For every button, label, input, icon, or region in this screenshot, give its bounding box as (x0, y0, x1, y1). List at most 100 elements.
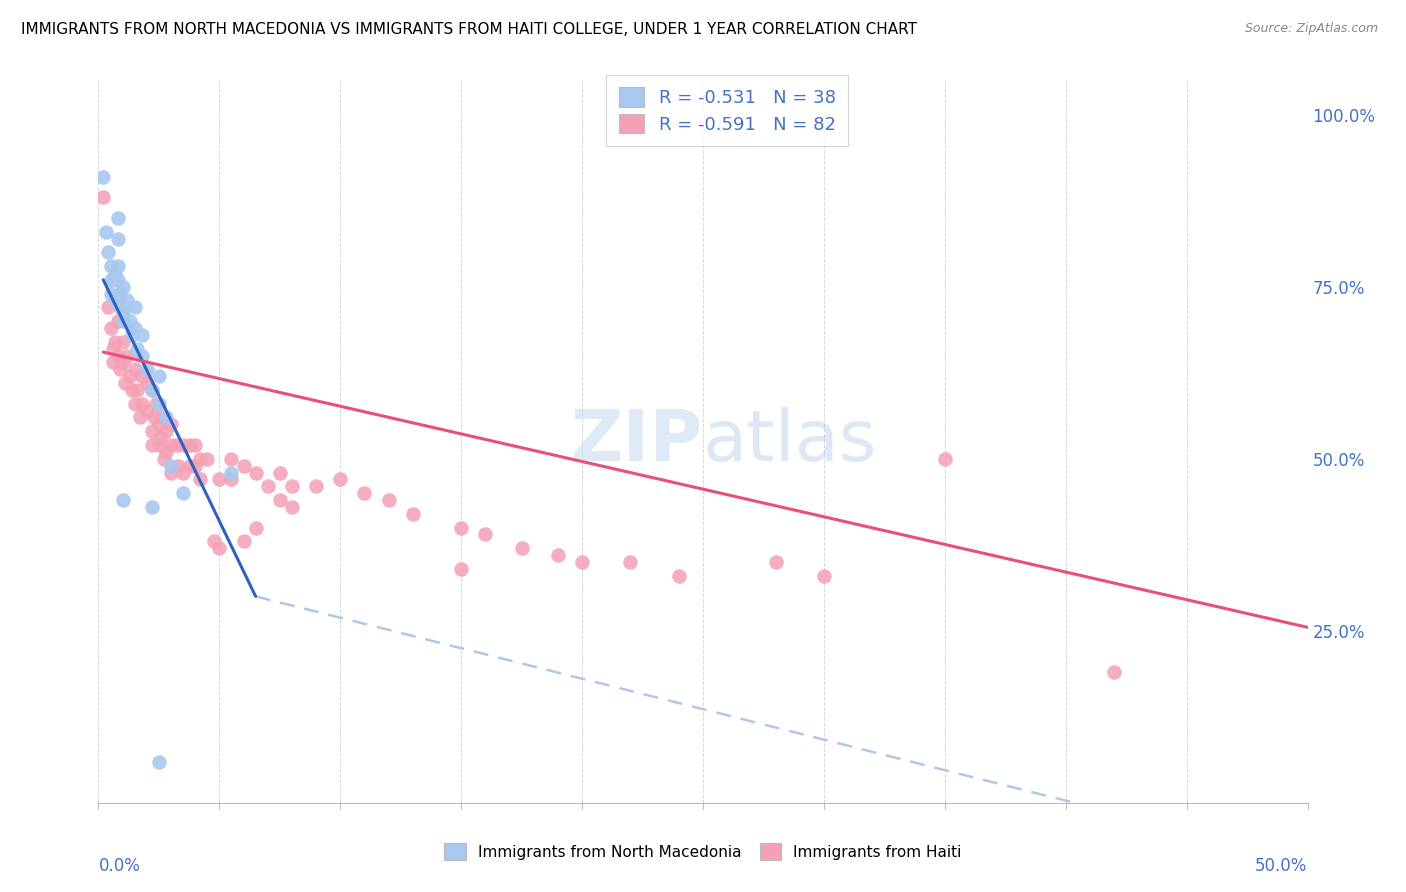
Point (127, 383, 149, 397)
Point (108, 362, 131, 376)
Point (107, 314, 129, 328)
Point (148, 369, 170, 384)
Point (172, 486, 194, 500)
Point (135, 362, 157, 376)
Point (188, 451, 211, 466)
Point (145, 397, 167, 411)
Point (94, 225, 117, 239)
Point (100, 273, 122, 287)
Point (104, 293, 127, 308)
Point (104, 334, 127, 349)
Point (124, 397, 146, 411)
Point (107, 273, 129, 287)
Point (172, 466, 194, 480)
Point (141, 424, 163, 438)
Point (474, 527, 496, 541)
Point (111, 334, 134, 349)
Point (117, 293, 139, 308)
Point (160, 458, 183, 473)
Point (141, 438, 163, 452)
Point (124, 301, 146, 315)
Point (148, 438, 170, 452)
Point (97, 301, 120, 315)
Point (118, 369, 141, 384)
Text: 50.0%: 50.0% (1256, 857, 1308, 875)
Point (148, 397, 170, 411)
Point (232, 458, 254, 473)
Point (450, 562, 472, 576)
Point (131, 397, 153, 411)
Point (135, 376, 157, 390)
Point (245, 466, 267, 480)
Point (118, 314, 141, 328)
Point (91, 169, 114, 184)
Point (150, 410, 173, 425)
Point (765, 555, 787, 569)
Point (204, 534, 226, 549)
Point (208, 472, 231, 486)
Point (150, 431, 173, 445)
Point (91, 190, 114, 204)
Point (155, 445, 177, 459)
Point (108, 286, 131, 301)
Point (108, 301, 131, 315)
Point (100, 259, 122, 273)
Point (269, 466, 291, 480)
Point (114, 376, 136, 390)
Point (377, 493, 399, 508)
Point (131, 369, 153, 384)
Point (121, 327, 143, 342)
Point (160, 417, 183, 432)
Text: IMMIGRANTS FROM NORTH MACEDONIA VS IMMIGRANTS FROM HAITI COLLEGE, UNDER 1 YEAR C: IMMIGRANTS FROM NORTH MACEDONIA VS IMMIG… (21, 22, 917, 37)
Point (195, 451, 218, 466)
Point (188, 472, 211, 486)
Point (179, 458, 201, 473)
Point (141, 500, 163, 514)
Point (107, 349, 129, 363)
Point (101, 355, 124, 369)
Point (256, 479, 278, 493)
Point (101, 342, 124, 356)
Point (184, 438, 207, 452)
Point (117, 349, 139, 363)
Point (143, 410, 166, 425)
Point (107, 211, 129, 225)
Point (100, 286, 122, 301)
Point (221, 466, 243, 480)
Point (329, 472, 352, 486)
Point (107, 231, 129, 245)
Point (104, 266, 127, 280)
Point (127, 342, 149, 356)
Point (208, 541, 231, 556)
Point (281, 500, 304, 514)
Point (128, 410, 150, 425)
Point (245, 520, 267, 534)
Point (281, 479, 304, 493)
Point (141, 383, 163, 397)
Point (547, 548, 569, 562)
Point (353, 486, 375, 500)
Point (402, 507, 425, 521)
Text: Source: ZipAtlas.com: Source: ZipAtlas.com (1244, 22, 1378, 36)
Point (155, 424, 177, 438)
Point (934, 451, 956, 466)
Point (148, 755, 170, 769)
Point (160, 438, 183, 452)
Point (148, 417, 170, 432)
Point (97, 245, 120, 260)
Point (165, 438, 187, 452)
Text: 0.0%: 0.0% (98, 857, 141, 875)
Point (179, 438, 201, 452)
Text: ZIP: ZIP (571, 407, 703, 476)
Point (232, 534, 254, 549)
Point (450, 520, 472, 534)
Point (172, 438, 194, 452)
Point (619, 555, 641, 569)
Point (124, 321, 146, 335)
Point (114, 301, 136, 315)
Point (813, 568, 835, 582)
Point (111, 279, 134, 293)
Point (101, 273, 124, 287)
Point (100, 321, 122, 335)
Point (111, 493, 134, 508)
